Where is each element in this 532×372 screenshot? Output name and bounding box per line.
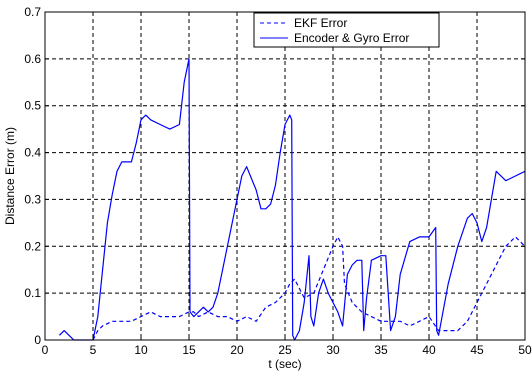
y-tick-label: 0.5 <box>24 99 41 113</box>
x-tick-labels: 0 5 10 15 20 25 30 35 40 45 50 <box>42 343 532 357</box>
y-tick-label: 0.6 <box>24 52 41 66</box>
x-axis-label: t (sec) <box>268 357 301 371</box>
y-tick-labels: 0 0.1 0.2 0.3 0.4 0.5 0.6 0.7 <box>24 5 41 347</box>
encoder-gyro-error-line <box>58 58 526 341</box>
x-tick-label: 10 <box>134 343 148 357</box>
x-tick-label: 5 <box>90 343 97 357</box>
y-tick-label: 0.3 <box>24 192 41 206</box>
x-tick-label: 50 <box>518 343 532 357</box>
y-tick-label: 0 <box>34 333 41 347</box>
y-tick-label: 0.1 <box>24 286 41 300</box>
x-tick-label: 20 <box>230 343 244 357</box>
legend-label-ekf: EKF Error <box>294 16 347 30</box>
legend-label-encoder-gyro: Encoder & Gyro Error <box>294 31 409 45</box>
x-tick-label: 40 <box>422 343 436 357</box>
legend: EKF Error Encoder & Gyro Error <box>253 12 440 48</box>
y-tick-label: 0.4 <box>24 146 41 160</box>
x-tick-label: 25 <box>278 343 292 357</box>
x-tick-label: 45 <box>470 343 484 357</box>
series-layer <box>58 58 526 341</box>
x-tick-label: 30 <box>326 343 340 357</box>
y-tick-label: 0.2 <box>24 239 41 253</box>
x-tick-label: 35 <box>374 343 388 357</box>
y-tick-label: 0.7 <box>24 5 41 19</box>
legend-box <box>253 12 440 48</box>
y-axis-label: Distance Error (m) <box>3 127 17 225</box>
x-tick-label: 15 <box>182 343 196 357</box>
x-tick-label: 0 <box>42 343 49 357</box>
